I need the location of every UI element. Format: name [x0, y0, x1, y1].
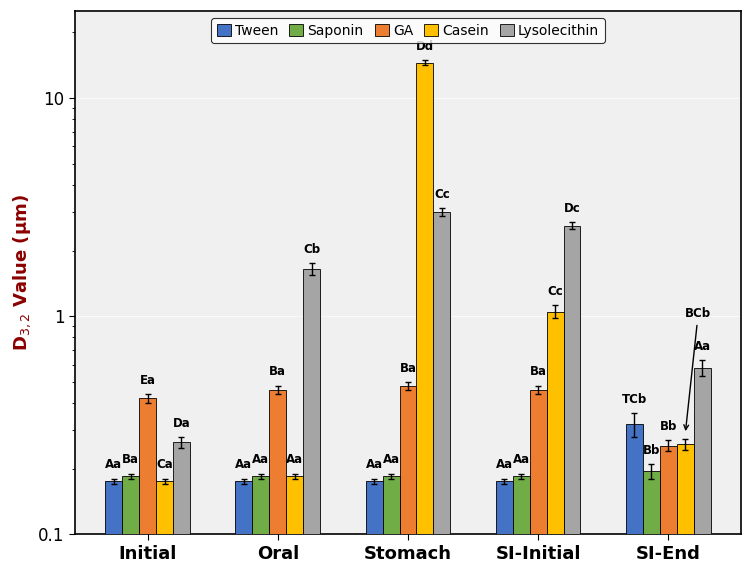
Text: TCb: TCb	[622, 393, 647, 406]
Text: Aa: Aa	[496, 459, 513, 471]
Bar	[399, 386, 417, 574]
Text: Dc: Dc	[563, 202, 581, 215]
Text: Aa: Aa	[383, 453, 399, 466]
Text: BCb: BCb	[684, 307, 711, 430]
Bar	[513, 476, 529, 574]
Text: Da: Da	[173, 417, 190, 429]
Text: Bb: Bb	[643, 444, 660, 457]
Bar	[433, 212, 450, 574]
Bar	[105, 482, 123, 574]
Text: Dd: Dd	[416, 40, 434, 53]
Bar	[287, 476, 303, 574]
Text: Ea: Ea	[140, 374, 156, 387]
Text: Cb: Cb	[303, 243, 320, 256]
Text: Aa: Aa	[365, 459, 383, 471]
Bar	[417, 63, 433, 574]
Bar	[156, 482, 173, 574]
Text: Ba: Ba	[399, 362, 417, 375]
Bar	[383, 476, 399, 574]
Bar	[253, 476, 269, 574]
Text: Ba: Ba	[529, 366, 547, 378]
Bar	[529, 390, 547, 574]
Text: Ba: Ba	[123, 453, 139, 466]
Bar	[303, 269, 320, 574]
Y-axis label: D$_{3,2}$ Value (μm): D$_{3,2}$ Value (μm)	[11, 195, 32, 351]
Bar	[563, 226, 581, 574]
Bar	[123, 476, 139, 574]
Text: Cc: Cc	[434, 188, 450, 201]
Legend: Tween, Saponin, GA, Casein, Lysolecithin: Tween, Saponin, GA, Casein, Lysolecithin	[211, 18, 605, 43]
Bar	[365, 482, 383, 574]
Bar	[626, 424, 643, 574]
Text: Aa: Aa	[105, 459, 123, 471]
Text: Aa: Aa	[287, 453, 303, 466]
Text: Aa: Aa	[253, 453, 269, 466]
Bar	[643, 471, 660, 574]
Text: Ba: Ba	[269, 366, 287, 378]
Text: Cc: Cc	[547, 285, 563, 298]
Bar	[235, 482, 253, 574]
Bar	[173, 442, 190, 574]
Bar	[693, 368, 711, 574]
Text: Aa: Aa	[693, 340, 711, 352]
Bar	[547, 312, 563, 574]
Text: Aa: Aa	[513, 453, 530, 466]
Bar	[269, 390, 287, 574]
Text: Bb: Bb	[660, 420, 677, 433]
Bar	[660, 446, 677, 574]
Bar	[677, 444, 693, 574]
Text: Ca: Ca	[156, 459, 173, 471]
Bar	[139, 398, 156, 574]
Bar	[496, 482, 513, 574]
Text: Aa: Aa	[235, 459, 253, 471]
